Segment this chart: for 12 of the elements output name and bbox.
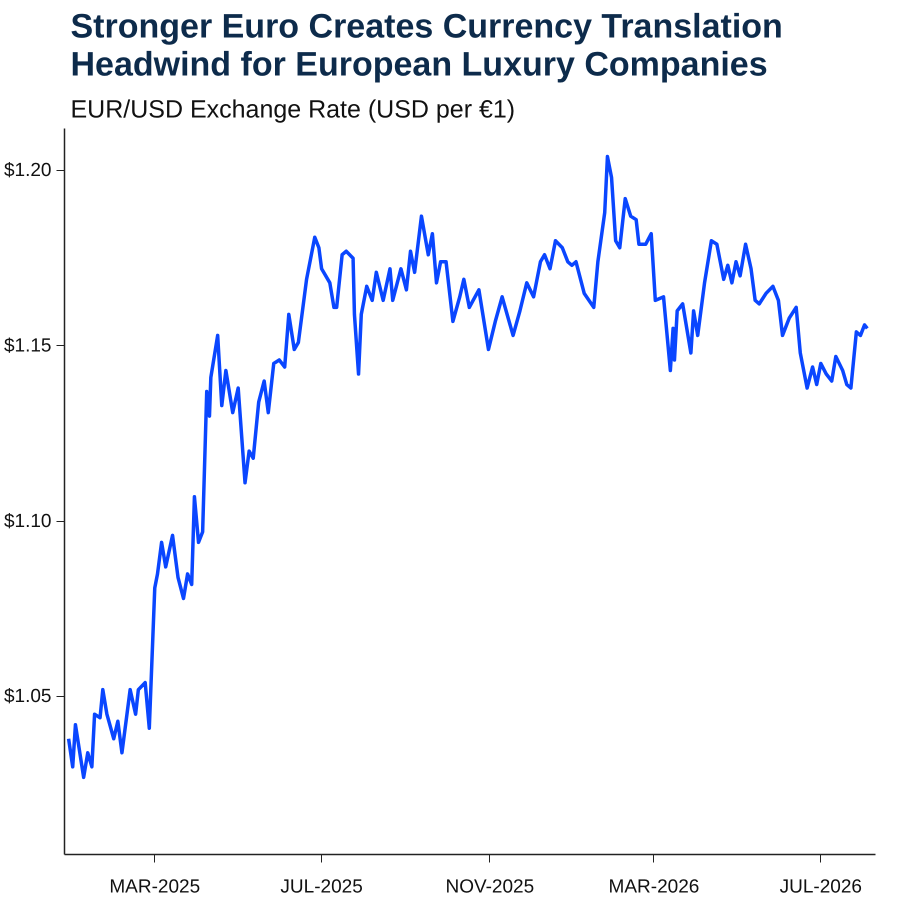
x-tick-label: MAR-2025 [109, 876, 200, 898]
x-tick-label: JUL-2026 [780, 876, 862, 898]
x-tick-label: JUL-2025 [280, 876, 363, 898]
y-tick-label: $1.20 [4, 160, 52, 182]
chart-subtitle: EUR/USD Exchange Rate (USD per €1) [70, 96, 516, 124]
x-tick-label: MAR-2026 [608, 876, 700, 898]
x-tick-label: NOV-2025 [445, 876, 534, 898]
y-tick-label: $1.05 [4, 686, 52, 708]
line-series [66, 154, 870, 780]
chart-title: Stronger Euro Creates Currency Translation Headwind for European Luxury Companies [70, 8, 783, 84]
y-tick-label: $1.15 [4, 335, 52, 356]
y-tick-label: $1.10 [4, 510, 52, 532]
